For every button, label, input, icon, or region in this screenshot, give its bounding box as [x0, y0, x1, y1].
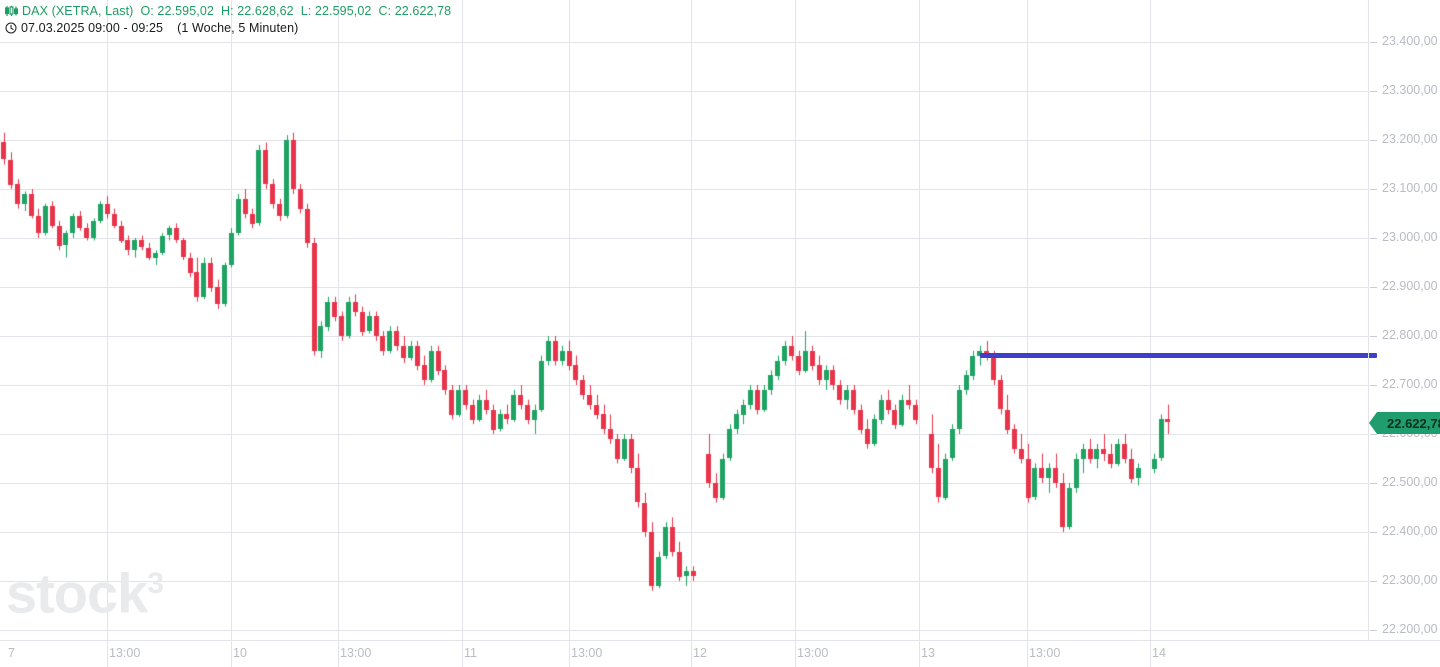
price-tick	[1370, 630, 1377, 631]
time-axis-label: 13:00	[571, 646, 603, 660]
time-axis-label: 13:00	[109, 646, 141, 660]
price-axis-separator	[1368, 0, 1369, 640]
chart-plot-area[interactable]: stock3	[0, 0, 1377, 640]
price-axis-label: 22.200,00	[1382, 622, 1438, 636]
price-tick	[1370, 385, 1377, 386]
price-tick	[1370, 434, 1377, 435]
price-tick	[1370, 189, 1377, 190]
price-tick	[1370, 581, 1377, 582]
price-axis-label: 22.500,00	[1382, 475, 1438, 489]
price-tick	[1370, 287, 1377, 288]
candlestick-series	[0, 0, 1368, 640]
time-tick	[1150, 640, 1151, 667]
time-tick	[795, 640, 796, 667]
price-axis-label: 23.300,00	[1382, 83, 1438, 97]
time-tick	[1027, 640, 1028, 667]
price-axis-label: 22.400,00	[1382, 524, 1438, 538]
time-tick	[691, 640, 692, 667]
price-tick	[1370, 238, 1377, 239]
time-axis-label: 12	[693, 646, 707, 660]
time-tick	[338, 640, 339, 667]
price-tick	[1370, 336, 1377, 337]
price-axis-label: 23.400,00	[1382, 34, 1438, 48]
price-axis-label: 23.000,00	[1382, 230, 1438, 244]
time-tick	[919, 640, 920, 667]
time-axis-label: 11	[464, 646, 477, 660]
time-axis-label: 13:00	[1029, 646, 1061, 660]
price-tick	[1370, 140, 1377, 141]
price-axis-label: 22.800,00	[1382, 328, 1438, 342]
price-tick	[1370, 42, 1377, 43]
price-axis-label: 22.900,00	[1382, 279, 1438, 293]
last-price-badge: 22.622,78	[1369, 412, 1440, 434]
horizontal-level-line[interactable]	[980, 353, 1377, 358]
time-axis-label: 13:00	[797, 646, 829, 660]
time-axis[interactable]: 7 13:00 10 13:00 11 13:00 12 13:00 13 13:00 14	[0, 640, 1440, 667]
price-tick	[1370, 532, 1377, 533]
price-tick	[1370, 91, 1377, 92]
price-axis-label: 23.100,00	[1382, 181, 1438, 195]
time-tick	[107, 640, 108, 667]
time-axis-label: 13:00	[340, 646, 372, 660]
price-tick	[1370, 483, 1377, 484]
time-axis-label: 14	[1152, 646, 1166, 660]
price-axis-label: 22.700,00	[1382, 377, 1438, 391]
price-axis-label: 23.200,00	[1382, 132, 1438, 146]
time-axis-label: 13	[921, 646, 935, 660]
time-tick	[231, 640, 232, 667]
price-axis[interactable]: 23.400,00 23.300,00 23.200,00 23.100,00 23.0…	[1368, 0, 1440, 640]
time-axis-label: 7	[8, 646, 15, 660]
time-tick	[462, 640, 463, 667]
time-tick	[569, 640, 570, 667]
time-axis-separator	[0, 640, 1440, 641]
price-axis-label: 22.300,00	[1382, 573, 1438, 587]
time-axis-label: 10	[233, 646, 247, 660]
